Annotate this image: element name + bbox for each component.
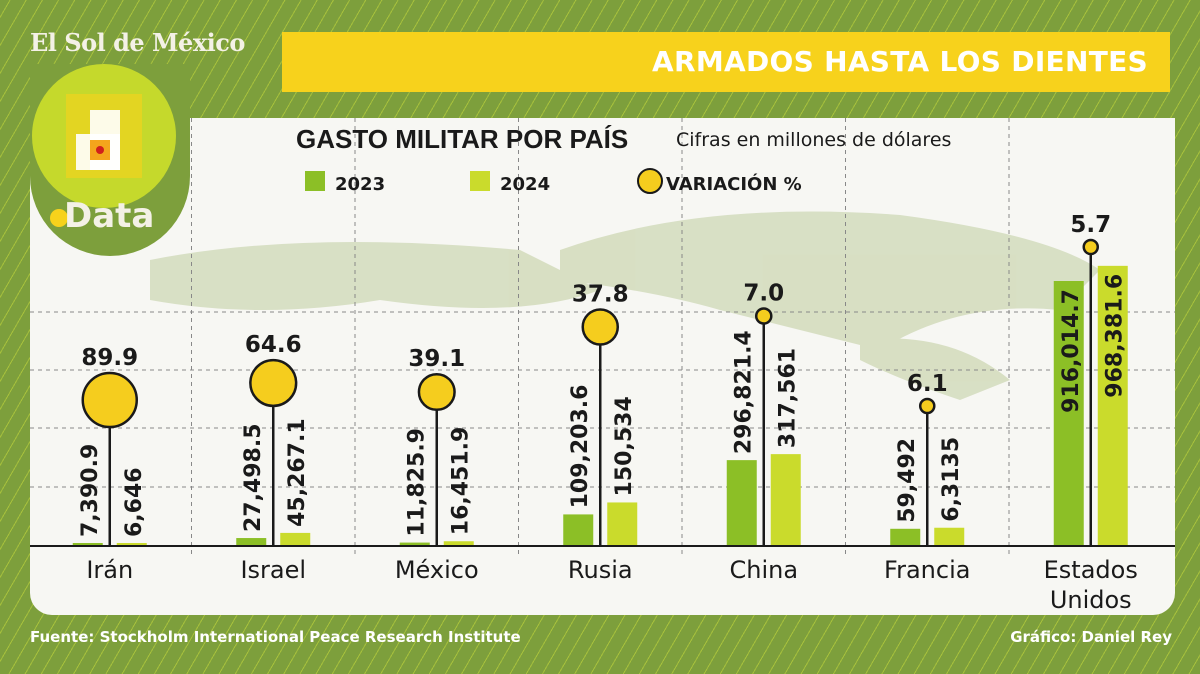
bar-2024 (443, 541, 474, 546)
bar-value-label: 296,821.4 (732, 330, 757, 454)
bar-2024 (607, 502, 638, 546)
bar-value-label: 11,825.9 (405, 428, 430, 537)
bar-2023 (890, 528, 921, 546)
category-label: Estados (1044, 556, 1138, 584)
bar-value-label: 27,498.5 (241, 423, 266, 532)
variation-bubble (581, 308, 620, 346)
bar-2023 (563, 514, 594, 546)
category-label: Unidos (1050, 586, 1132, 614)
bar-value-label: 6,3135 (939, 437, 964, 522)
bar-value-label: 45,267.1 (285, 418, 310, 527)
bar-2023 (1053, 281, 1084, 546)
variation-bubble (918, 397, 936, 415)
bar-value-label: 7,390.9 (78, 444, 103, 537)
data-logo-icon (32, 64, 176, 208)
chart-subtitle: Cifras en millones de dólares (676, 129, 951, 151)
grid (30, 118, 1175, 556)
bar-2024 (1097, 265, 1128, 546)
legend-label-variation: VARIACIÓN % (666, 173, 802, 195)
variation-bubble (1082, 238, 1099, 256)
bar-2023 (399, 542, 430, 546)
header-bar: ARMADOS HASTA LOS DIENTES (282, 32, 1170, 92)
bar-value-label: 317,561 (776, 348, 801, 448)
bar-2024 (770, 454, 801, 546)
category-label: Rusia (568, 556, 633, 584)
legend: 2023 2024 VARIACIÓN % (305, 168, 802, 195)
legend-label-2024: 2024 (500, 174, 550, 195)
variation-label: 89.9 (81, 345, 138, 371)
variation-label: 64.6 (245, 332, 302, 358)
bar-value-label: 6,646 (122, 467, 147, 537)
bar-2023 (726, 460, 757, 546)
bar-value-label: 16,451.9 (449, 427, 474, 536)
bar-2024 (934, 527, 965, 546)
logo-label: Data (64, 196, 155, 236)
variation-label: 39.1 (408, 346, 465, 372)
header-title: ARMADOS HASTA LOS DIENTES (651, 45, 1148, 78)
variation-label: 37.8 (572, 281, 629, 307)
logo-dot (50, 209, 68, 227)
legend-swatch-2023 (305, 171, 325, 191)
variation-label: 6.1 (907, 371, 948, 397)
category-label: China (729, 556, 798, 584)
variation-bubble (81, 371, 138, 429)
category-label: Irán (86, 556, 133, 584)
category-label: Israel (240, 556, 306, 584)
bar-2023 (72, 543, 103, 546)
brand-logo: El Sol de México (30, 28, 245, 57)
variation-bubble (417, 372, 456, 412)
source-note: Fuente: Stockholm International Peace Re… (30, 628, 521, 646)
credit-note: Gráfico: Daniel Rey (1010, 628, 1172, 646)
legend-label-2023: 2023 (335, 174, 385, 195)
variation-label: 7.0 (743, 280, 784, 306)
variation-label: 5.7 (1070, 212, 1111, 238)
bar-value-label: 59,492 (895, 438, 920, 523)
bar-value-label: 150,534 (612, 396, 637, 496)
bar-value-label: 916,014.7 (1059, 289, 1084, 413)
category-label: México (395, 556, 479, 584)
variation-bubble (249, 358, 298, 408)
bar-2023 (236, 538, 267, 546)
chart-title: GASTO MILITAR POR PAÍS (296, 124, 628, 154)
map-background (150, 211, 1100, 400)
bar-value-label: 968,381.6 (1103, 274, 1128, 398)
bar-2024 (280, 532, 311, 546)
bar-2024 (116, 543, 147, 546)
category-label: Francia (884, 556, 970, 584)
dot-matrix-icon (66, 94, 142, 178)
variation-bubble (754, 307, 773, 325)
legend-swatch-2024 (470, 171, 490, 191)
bar-value-label: 109,203.6 (568, 385, 593, 509)
legend-swatch-variation (637, 168, 663, 194)
